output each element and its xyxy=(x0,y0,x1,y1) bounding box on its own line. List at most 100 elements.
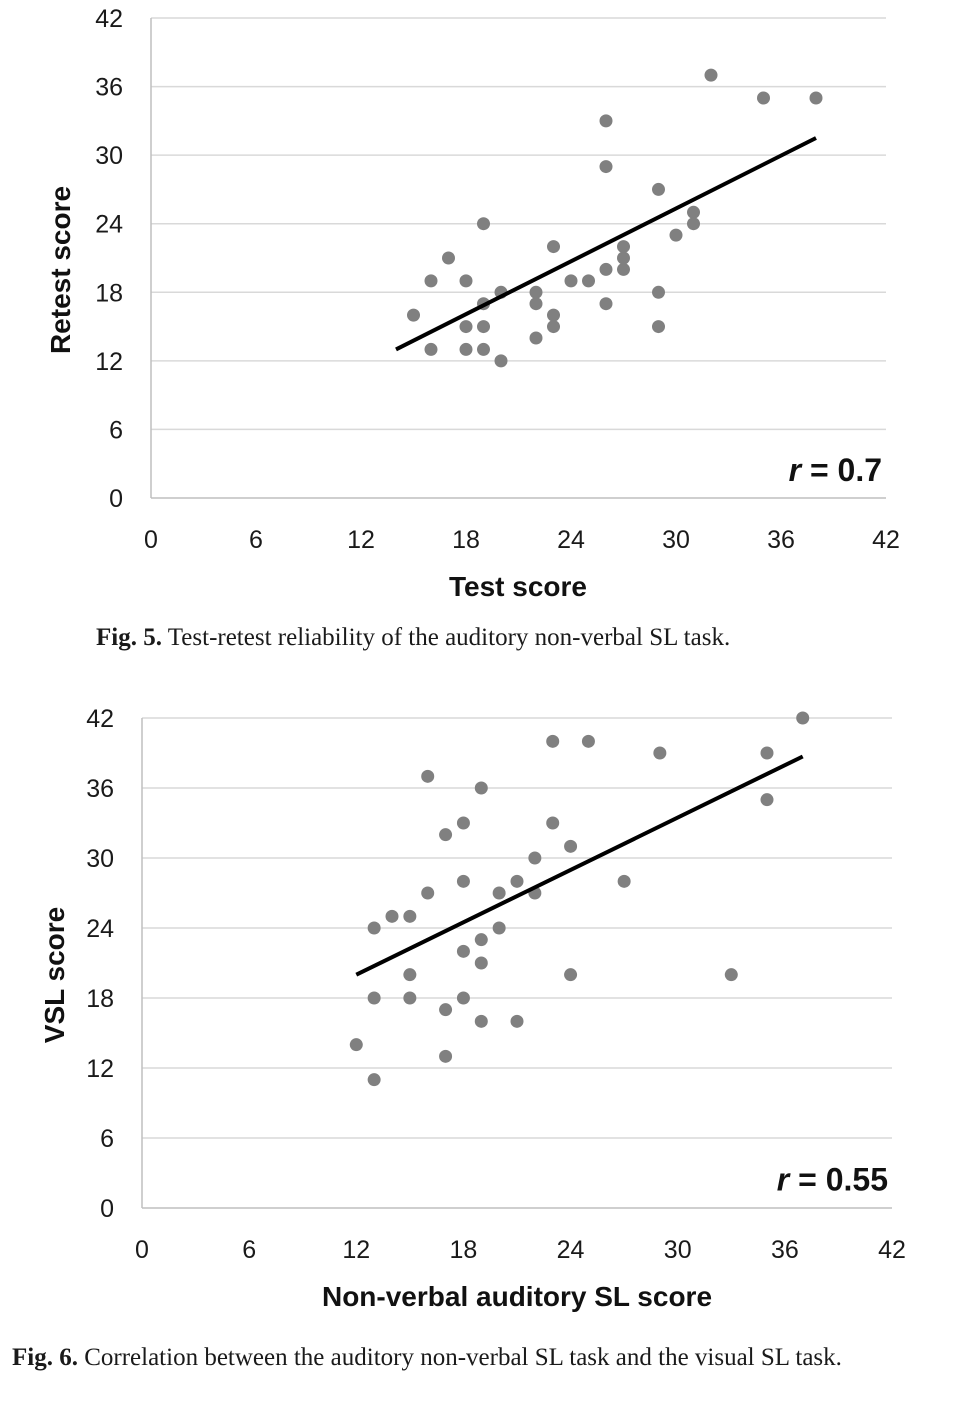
y-tick-label: 6 xyxy=(100,1125,114,1153)
figure-6-label: Fig. 6. xyxy=(12,1344,78,1371)
data-point xyxy=(510,874,524,888)
data-point xyxy=(617,240,630,254)
figure-6-caption-text: Correlation between the auditory non-ver… xyxy=(77,1344,842,1371)
data-point xyxy=(403,968,417,982)
y-tick-label: 36 xyxy=(95,74,123,102)
figure-6: 0 6 12 18 24 30 36 42 0 6 12 18 24 30 36 42 Non-verbal a… xyxy=(0,690,960,1420)
data-point xyxy=(492,886,506,900)
data-point xyxy=(529,331,543,345)
correlation-value: = 0.7 xyxy=(801,452,882,488)
y-tick-label: 30 xyxy=(86,845,114,873)
y-tick-label: 18 xyxy=(86,985,114,1013)
data-point xyxy=(407,308,420,322)
data-point xyxy=(669,228,683,242)
trendline xyxy=(395,136,817,352)
x-tick-label: 36 xyxy=(771,1236,799,1264)
data-point xyxy=(582,274,595,288)
x-tick-label: 24 xyxy=(557,526,585,554)
data-point xyxy=(510,1014,524,1028)
data-point xyxy=(456,991,470,1005)
x-tick-label: 12 xyxy=(342,1236,370,1264)
x-tick-label: 6 xyxy=(242,1236,256,1264)
figure-5-label: Fig. 5. xyxy=(96,624,162,651)
data-point xyxy=(529,297,543,311)
x-tick-label: 42 xyxy=(878,1236,906,1264)
y-axis-title: Retest score xyxy=(45,186,76,354)
figure-5: 0 6 12 18 24 30 36 42 0 6 12 18 24 30 36 42 Test score Re… xyxy=(0,0,960,680)
data-point xyxy=(403,991,417,1005)
data-point xyxy=(581,734,595,748)
data-point xyxy=(439,828,453,842)
x-tick-label: 42 xyxy=(872,526,900,554)
y-tick-label: 18 xyxy=(95,279,123,307)
data-point xyxy=(760,793,774,807)
data-point xyxy=(421,769,435,783)
data-point xyxy=(687,205,700,219)
figure-6-caption: Fig. 6. Correlation between the auditory… xyxy=(12,1340,947,1375)
data-point xyxy=(704,68,718,82)
figure-5-caption-text: Test-retest reliability of the auditory … xyxy=(161,624,731,651)
data-point xyxy=(477,320,490,334)
data-point xyxy=(617,251,630,265)
correlation-annotation: r = 0.7 xyxy=(789,452,882,488)
data-point xyxy=(652,320,665,334)
data-point xyxy=(564,968,578,982)
data-point xyxy=(760,746,774,760)
y-tick-label: 30 xyxy=(95,142,123,170)
data-point xyxy=(439,1003,453,1017)
x-tick-label: 0 xyxy=(135,1236,149,1264)
data-point xyxy=(547,320,560,334)
data-point xyxy=(757,91,770,105)
data-point xyxy=(617,262,630,276)
data-point xyxy=(349,1038,363,1052)
data-point xyxy=(809,91,823,105)
correlation-value: = 0.55 xyxy=(789,1162,888,1198)
x-tick-label: 30 xyxy=(662,526,690,554)
data-point xyxy=(367,991,381,1005)
data-point xyxy=(474,1014,488,1028)
y-tick-label: 0 xyxy=(100,1195,114,1223)
y-tick-label: 36 xyxy=(86,775,114,803)
data-point xyxy=(385,909,399,923)
data-point xyxy=(459,274,473,288)
data-point xyxy=(474,933,488,947)
data-point xyxy=(617,874,631,888)
data-point xyxy=(403,909,417,923)
data-point xyxy=(456,944,470,958)
data-point xyxy=(724,968,738,982)
data-point xyxy=(477,217,490,231)
data-point xyxy=(456,874,470,888)
data-point xyxy=(456,816,470,830)
data-point xyxy=(652,182,665,196)
data-point xyxy=(599,297,613,311)
data-point xyxy=(367,1073,381,1087)
data-point xyxy=(653,746,667,760)
y-tick-label: 12 xyxy=(86,1055,114,1083)
data-point xyxy=(546,734,560,748)
data-point xyxy=(459,320,473,334)
y-axis-title: VSL score xyxy=(39,907,70,1043)
data-point xyxy=(459,342,473,356)
x-tick-label: 18 xyxy=(452,526,480,554)
data-point xyxy=(546,816,560,830)
scatter-chart-retest: 0 6 12 18 24 30 36 42 0 6 12 18 24 30 36 42 Test score Re… xyxy=(45,5,900,602)
y-tick-label: 6 xyxy=(109,416,123,444)
data-point xyxy=(547,308,560,322)
data-point xyxy=(528,851,542,865)
data-point xyxy=(474,781,488,795)
data-point xyxy=(599,114,613,128)
data-point xyxy=(442,251,455,265)
figure-5-caption: Fig. 5. Test-retest reliability of the a… xyxy=(96,620,956,655)
y-tick-label: 24 xyxy=(86,915,114,943)
data-point xyxy=(424,342,438,356)
data-point xyxy=(599,262,613,276)
data-point xyxy=(477,342,490,356)
data-point xyxy=(367,921,381,935)
data-point xyxy=(474,956,488,970)
data-point xyxy=(652,285,665,299)
y-tick-label: 42 xyxy=(86,705,114,733)
x-tick-label: 36 xyxy=(767,526,795,554)
data-point xyxy=(421,886,435,900)
x-tick-label: 0 xyxy=(144,526,158,554)
y-tick-label: 24 xyxy=(95,211,123,239)
